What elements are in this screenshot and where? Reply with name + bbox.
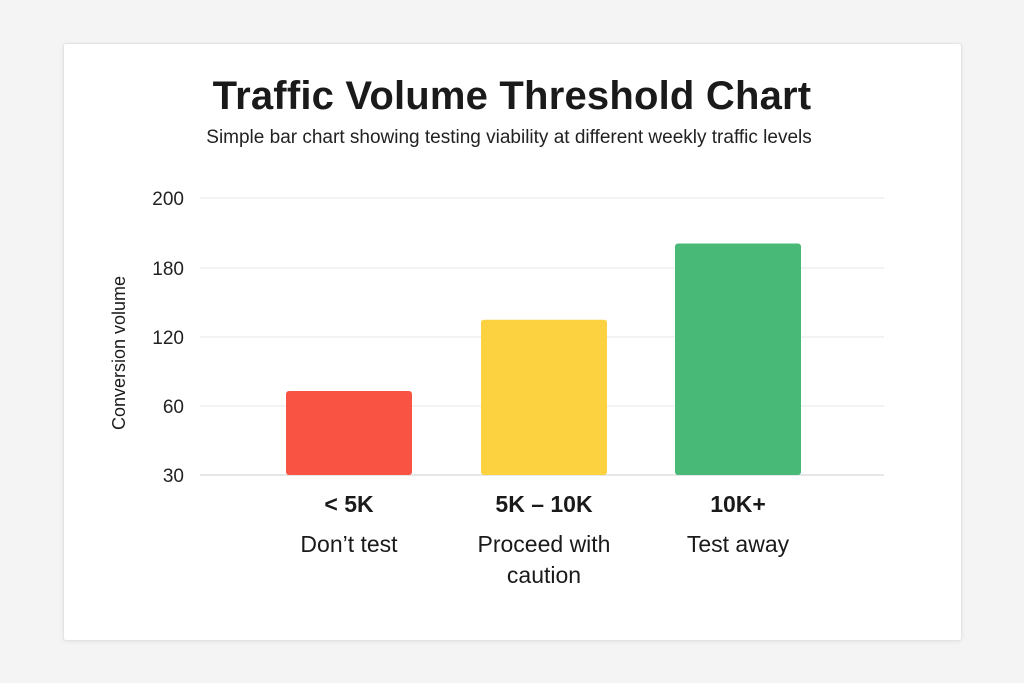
category-note: caution: [507, 562, 581, 588]
y-tick-label: 60: [163, 397, 184, 418]
category-note: Proceed with: [478, 531, 611, 557]
category-note: Test away: [687, 531, 790, 557]
y-tick-label: 180: [152, 259, 184, 280]
category-label: 10K+: [710, 491, 766, 517]
y-tick-label: 30: [163, 466, 184, 487]
y-axis-label: Conversion volume: [109, 276, 129, 430]
chart-title: Traffic Volume Threshold Chart: [212, 74, 812, 118]
y-tick-label: 200: [152, 189, 184, 210]
bar: [286, 391, 412, 475]
y-tick-label: 120: [152, 328, 184, 349]
category-label: 5K – 10K: [495, 491, 593, 517]
chart-subtitle: Simple bar chart showing testing viabili…: [206, 127, 812, 148]
bar: [675, 243, 801, 475]
category-labels: < 5K Don’t test 5K – 10K Proceed with ca…: [300, 491, 789, 588]
category-note: Don’t test: [300, 531, 398, 557]
bar: [481, 319, 607, 475]
bars: [286, 243, 801, 475]
y-tick-labels: 200 180 120 60 30: [152, 189, 184, 487]
category-label: < 5K: [324, 491, 374, 517]
